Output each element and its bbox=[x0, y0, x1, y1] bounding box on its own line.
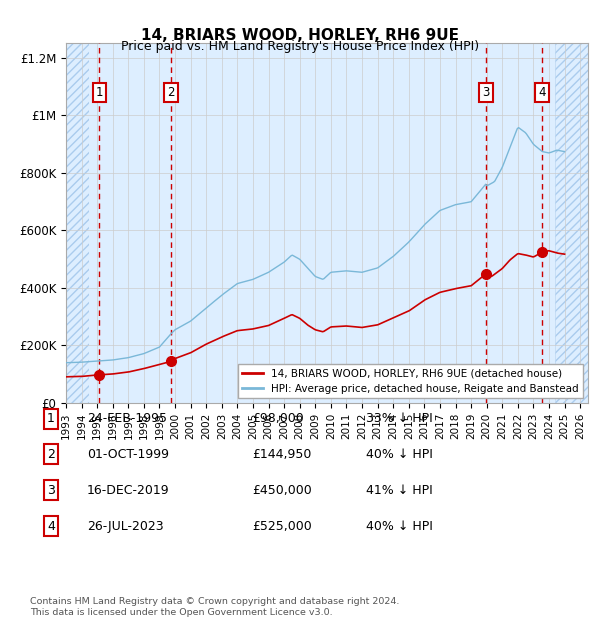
Legend: 14, BRIARS WOOD, HORLEY, RH6 9UE (detached house), HPI: Average price, detached : 14, BRIARS WOOD, HORLEY, RH6 9UE (detach… bbox=[238, 365, 583, 398]
Text: 4: 4 bbox=[538, 86, 546, 99]
Text: 2: 2 bbox=[167, 86, 175, 99]
Bar bbox=[89, 43, 555, 403]
Text: £450,000: £450,000 bbox=[252, 484, 312, 497]
Text: £98,000: £98,000 bbox=[252, 412, 304, 425]
Text: £144,950: £144,950 bbox=[252, 448, 311, 461]
Bar bbox=[66, 43, 89, 403]
Text: 1: 1 bbox=[95, 86, 103, 99]
Text: 33% ↓ HPI: 33% ↓ HPI bbox=[366, 412, 433, 425]
Text: 1: 1 bbox=[47, 412, 55, 425]
Text: 2: 2 bbox=[47, 448, 55, 461]
Text: 16-DEC-2019: 16-DEC-2019 bbox=[87, 484, 170, 497]
Text: Price paid vs. HM Land Registry's House Price Index (HPI): Price paid vs. HM Land Registry's House … bbox=[121, 40, 479, 53]
Text: £525,000: £525,000 bbox=[252, 520, 312, 533]
Text: 40% ↓ HPI: 40% ↓ HPI bbox=[366, 520, 433, 533]
Text: 26-JUL-2023: 26-JUL-2023 bbox=[87, 520, 164, 533]
Text: 01-OCT-1999: 01-OCT-1999 bbox=[87, 448, 169, 461]
Bar bbox=[555, 43, 588, 403]
Text: Contains HM Land Registry data © Crown copyright and database right 2024.
This d: Contains HM Land Registry data © Crown c… bbox=[30, 598, 400, 617]
Text: 3: 3 bbox=[47, 484, 55, 497]
Text: 41% ↓ HPI: 41% ↓ HPI bbox=[366, 484, 433, 497]
Text: 4: 4 bbox=[47, 520, 55, 533]
Text: 24-FEB-1995: 24-FEB-1995 bbox=[87, 412, 167, 425]
Text: 14, BRIARS WOOD, HORLEY, RH6 9UE: 14, BRIARS WOOD, HORLEY, RH6 9UE bbox=[141, 28, 459, 43]
Text: 3: 3 bbox=[482, 86, 490, 99]
Text: 40% ↓ HPI: 40% ↓ HPI bbox=[366, 448, 433, 461]
